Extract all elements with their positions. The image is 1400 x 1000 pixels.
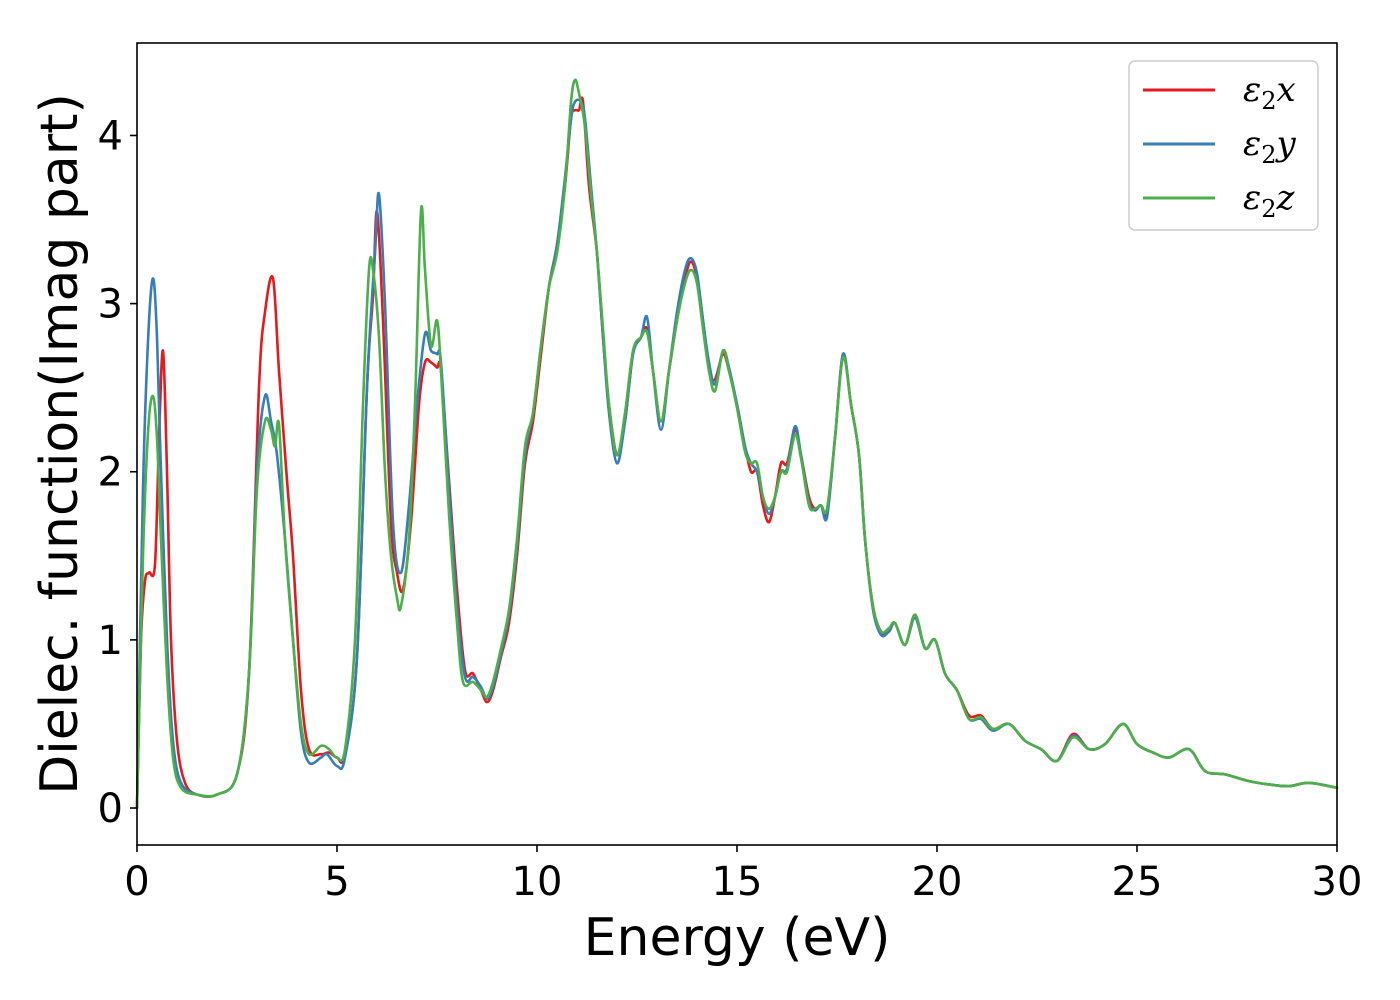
y-tick-label: 0	[98, 786, 123, 832]
x-tick-label: 0	[124, 859, 149, 905]
legend: ε2x ε2y ε2z	[1128, 60, 1319, 231]
y-tick-label: 4	[98, 113, 123, 159]
series-layer	[135, 78, 1339, 810]
legend-label-z: ε2z	[1243, 178, 1296, 223]
x-axis-label: Energy (eV)	[584, 908, 891, 968]
x-tick-label: 10	[512, 859, 563, 905]
x-tick-label: 15	[712, 859, 763, 905]
x-axis: 0 5 10 15 20 25 30	[124, 845, 1362, 905]
y-axis: 0 1 2 3 4	[98, 113, 137, 832]
series-line-z	[135, 78, 1339, 810]
x-tick-label: 20	[912, 859, 963, 905]
y-axis-label: Dielec. function(Imag part)	[30, 93, 90, 795]
y-tick-label: 3	[98, 282, 123, 328]
x-tick-label: 5	[324, 859, 349, 905]
x-tick-label: 30	[1312, 859, 1363, 905]
y-tick-label: 1	[98, 618, 123, 664]
y-tick-label: 2	[98, 450, 123, 496]
legend-label-x: ε2x	[1243, 70, 1296, 115]
legend-box	[1128, 60, 1319, 231]
legend-label-y: ε2y	[1243, 124, 1297, 169]
x-tick-label: 25	[1112, 859, 1163, 905]
